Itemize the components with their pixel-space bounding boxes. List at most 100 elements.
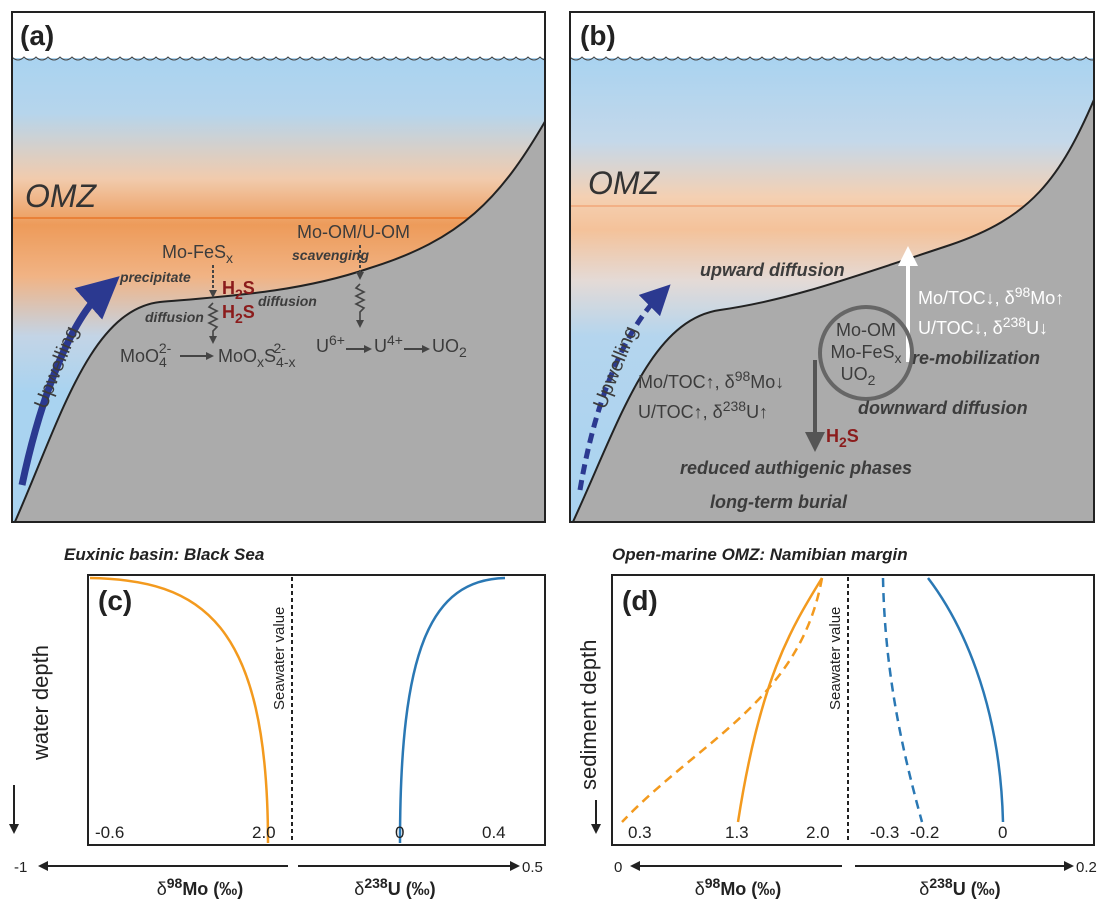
t: δ [695,879,705,899]
species: UO2 [432,336,467,360]
seawater-label: Seawater value [271,607,288,710]
h2s: H2S [222,278,255,302]
species: Mo-OM/U-OM [297,222,410,242]
panel-label: (b) [580,20,616,51]
value-label: 0.3 [628,823,652,842]
seawater-label: Seawater value [827,607,844,710]
sub: x [226,250,233,266]
mo-curve [89,576,270,844]
value-label: 2.0 [252,823,276,842]
omz-label: OMZ [588,165,661,201]
sup: 238 [1003,314,1027,330]
water-surface [570,56,1094,61]
mo-curve [736,577,824,823]
h2s: H2S [826,426,859,450]
t: Mo↑ [1030,288,1064,308]
species: Mo-OM [836,320,896,340]
value-label: -0.6 [95,823,124,842]
panel-a-scene [12,56,545,522]
sup: 98 [735,368,751,384]
process: diffusion [145,309,204,325]
x-axis-label: δ98Mo (‰) [695,875,782,899]
t: U [316,336,329,356]
sub: 2 [235,310,243,326]
sup: 238 [929,875,953,891]
t: Mo/TOC↑, δ [638,372,735,392]
t: Mo-FeS [830,342,894,362]
t: UO [841,364,868,384]
h2s: H2S [222,302,255,326]
process: upward diffusion [700,260,845,280]
zigzag-arrow [354,283,366,328]
species: U4+ [374,332,403,356]
y-axis-label: sediment depth [576,640,601,790]
t: S [243,278,255,298]
value-label: -0.2 [910,823,939,842]
panel-label: (d) [622,585,658,616]
t: H [222,278,235,298]
process: downward diffusion [858,398,1028,418]
sub: x [257,354,264,370]
species: U6+ [316,332,345,356]
sup: 98 [167,875,183,891]
value-label: 1.3 [725,823,749,842]
t: U/TOC↓, δ [918,318,1003,338]
t: δ [354,879,364,899]
value-label: 0 [998,823,1007,842]
sup: 4+ [387,332,403,348]
t: U [374,336,387,356]
process: diffusion [258,293,317,309]
t: U/TOC↑, δ [638,402,723,422]
panel-label: (a) [20,20,54,51]
axis-end: 0.2 [1076,859,1097,876]
t: Mo (‰) [182,879,243,899]
panel-b-scene [570,56,1094,522]
panel-title: Euxinic basin: Black Sea [64,545,264,564]
t: Mo-FeS [162,242,226,262]
sub: 2 [868,372,876,388]
sub: 2 [839,434,847,450]
sup: 98 [1015,284,1031,300]
sup: 6+ [329,332,345,348]
sup: 238 [364,875,388,891]
sub: 4-x [276,354,295,370]
species: Mo-FeSx [830,342,901,366]
value-label: 0 [395,823,404,842]
upwelling-arrow [18,276,120,486]
t: U↓ [1026,318,1048,338]
sub: 2 [459,344,467,360]
t: H [826,426,839,446]
x-axis-label: δ238U (‰) [354,875,435,899]
species: UO2 [841,364,876,388]
value-label: -0.3 [870,823,899,842]
t: δ [157,879,167,899]
u-curve [398,576,506,844]
species: MoOxS4-x2- [218,340,295,370]
t: MoO [120,346,159,366]
panel-c-frame [87,574,546,846]
x-axis-label: δ98Mo (‰) [157,875,244,899]
sub: x [895,350,902,366]
sup: 98 [705,875,721,891]
t: δ [919,879,929,899]
t: S [243,302,255,322]
process: re-mobilization [912,348,1040,368]
t: MoO [218,346,257,366]
species: MoO42- [120,340,172,370]
zigzag-arrow [207,302,219,344]
trend: Mo/TOC↑, δ98Mo↓ [638,368,784,392]
sub: 2 [235,286,243,302]
panel-title: Open-marine OMZ: Namibian margin [612,545,908,564]
trend: U/TOC↓, δ238U↓ [918,314,1048,338]
circle [818,305,914,401]
panel-a-frame [11,11,546,523]
t: U (‰) [953,879,1001,899]
t: Mo (‰) [720,879,781,899]
sup: 238 [723,398,747,414]
trend: U/TOC↑, δ238U↑ [638,398,768,422]
x-axis-label: δ238U (‰) [919,875,1000,899]
species: Mo-FeSx [162,242,233,266]
seafloor [13,119,545,522]
process: reduced authigenic phases [680,458,912,478]
